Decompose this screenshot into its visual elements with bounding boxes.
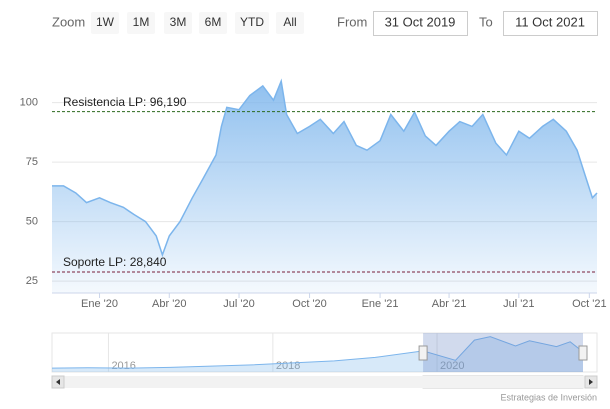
range-button[interactable]: 1W	[91, 12, 119, 34]
range-button[interactable]: 1M	[127, 12, 155, 34]
range-button[interactable]: YTD	[235, 12, 269, 34]
nav-handle[interactable]	[418, 345, 428, 361]
x-tick-label: Ene '21	[362, 298, 399, 310]
from-date[interactable]: 31 Oct 2019	[385, 14, 456, 29]
nav-area	[52, 336, 583, 372]
plot-area: 25 50 75 100 Ene '20 Abr '20 Jul '20 Oct '20 Ene…	[20, 78, 607, 310]
button-label[interactable]: 3M	[170, 15, 187, 29]
from-input[interactable]	[373, 11, 468, 36]
x-tick-label: Ene '20	[81, 298, 118, 310]
nav-tick-label: 2020	[440, 360, 464, 372]
range-button[interactable]: 6M	[199, 12, 227, 34]
zoom-label: Zoom	[52, 14, 85, 29]
x-tick-label: Jul '20	[223, 298, 254, 310]
y-tick-label: 25	[26, 275, 38, 287]
button-bg[interactable]	[276, 12, 304, 34]
button-bg[interactable]	[199, 12, 227, 34]
y-tick-label: 50	[26, 216, 38, 228]
button-label[interactable]: 6M	[205, 15, 222, 29]
to-input[interactable]	[503, 11, 598, 36]
to-label: To	[479, 14, 493, 29]
button-label[interactable]: YTD	[240, 15, 264, 29]
scrollbar-track[interactable]	[52, 376, 597, 388]
button-label[interactable]: All	[283, 15, 296, 29]
nav-line	[51, 336, 584, 369]
arrow-right	[589, 379, 593, 385]
navigator-bg	[51, 332, 598, 373]
range-button[interactable]: 3M	[164, 12, 192, 34]
navigator: 2016 2018 2020	[51, 332, 598, 389]
button-label[interactable]: 1W	[96, 15, 115, 29]
x-tick-label: Abr '21	[432, 298, 467, 310]
button-bg[interactable]	[235, 12, 269, 34]
button-bg[interactable]	[127, 12, 155, 34]
from-label: From	[337, 14, 367, 29]
y-tick-label: 100	[20, 97, 38, 109]
plot-line-label: Resistencia LP: 96,190	[63, 95, 187, 109]
nav-handle[interactable]	[578, 345, 588, 361]
arrow-left	[56, 379, 60, 385]
x-tick-label: Oct '21	[572, 298, 607, 310]
button-bg[interactable]	[91, 12, 119, 34]
nav-tick-label: 2016	[111, 360, 135, 372]
area-fill	[52, 81, 597, 293]
price-line	[52, 78, 598, 258]
button-label[interactable]: 1M	[133, 15, 150, 29]
plot-line-label: Soporte LP: 28,840	[63, 255, 167, 269]
x-tick-label: Abr '20	[152, 298, 187, 310]
credit: Estrategias de Inversión	[500, 392, 597, 402]
y-tick-label: 75	[26, 156, 38, 168]
to-date[interactable]: 11 Oct 2021	[515, 14, 585, 29]
nav-selection[interactable]	[423, 333, 583, 372]
button-bg[interactable]	[164, 12, 192, 34]
x-tick-label: Jul '21	[503, 298, 534, 310]
range-buttons: 1W 1M 3M 6M YTD All	[91, 12, 304, 34]
range-button[interactable]: All	[276, 12, 304, 34]
x-tick-label: Oct '20	[292, 298, 327, 310]
